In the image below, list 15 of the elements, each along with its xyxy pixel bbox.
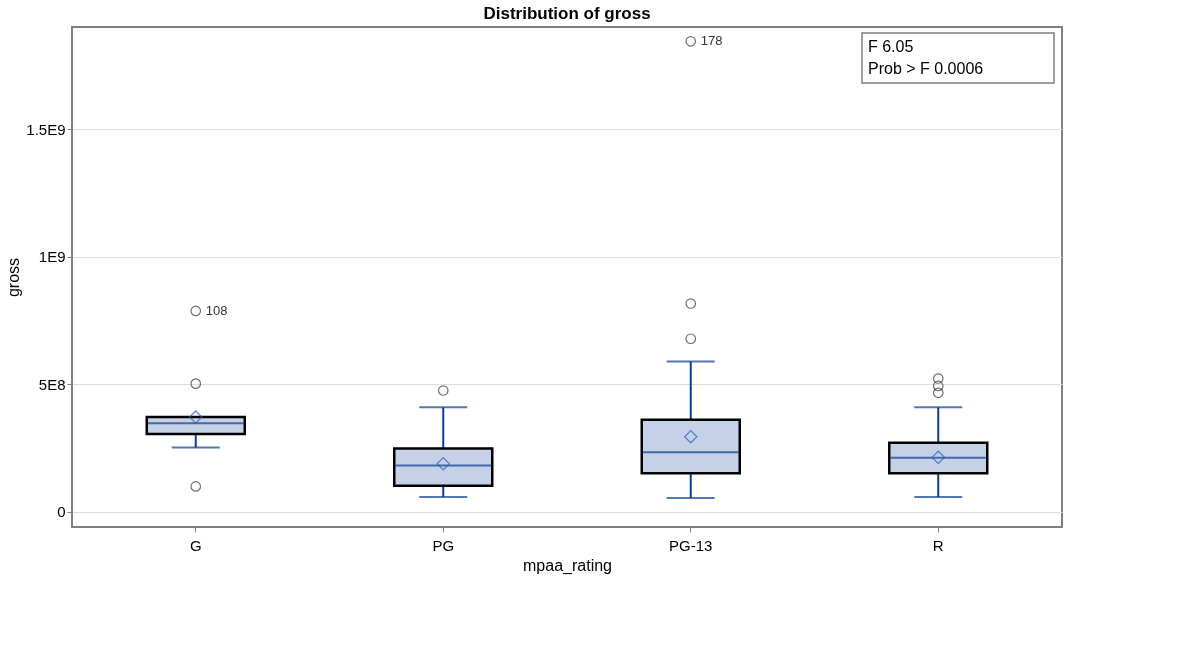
x-tick-label: PG-13 [669,536,713,554]
chart-title: Distribution of gross [483,4,651,23]
x-tick-label: PG [432,536,455,554]
annotation: 178 [700,33,723,49]
annotation: 108 [205,302,228,318]
y-tick-label: 1E9 [38,248,66,266]
y-tick-label: 1.5E9 [26,120,66,138]
x-tick-label: G [189,536,202,554]
y-tick-label: 5E8 [38,375,66,393]
y-tick-label: 0 [57,503,66,521]
x-tick-label: R [932,536,944,554]
annotation: Prob > F 0.0006 [868,60,984,77]
y-axis-title: gross [5,257,23,298]
annotation: F 6.05 [868,38,914,55]
x-axis-title: mpaa_rating [523,556,612,575]
